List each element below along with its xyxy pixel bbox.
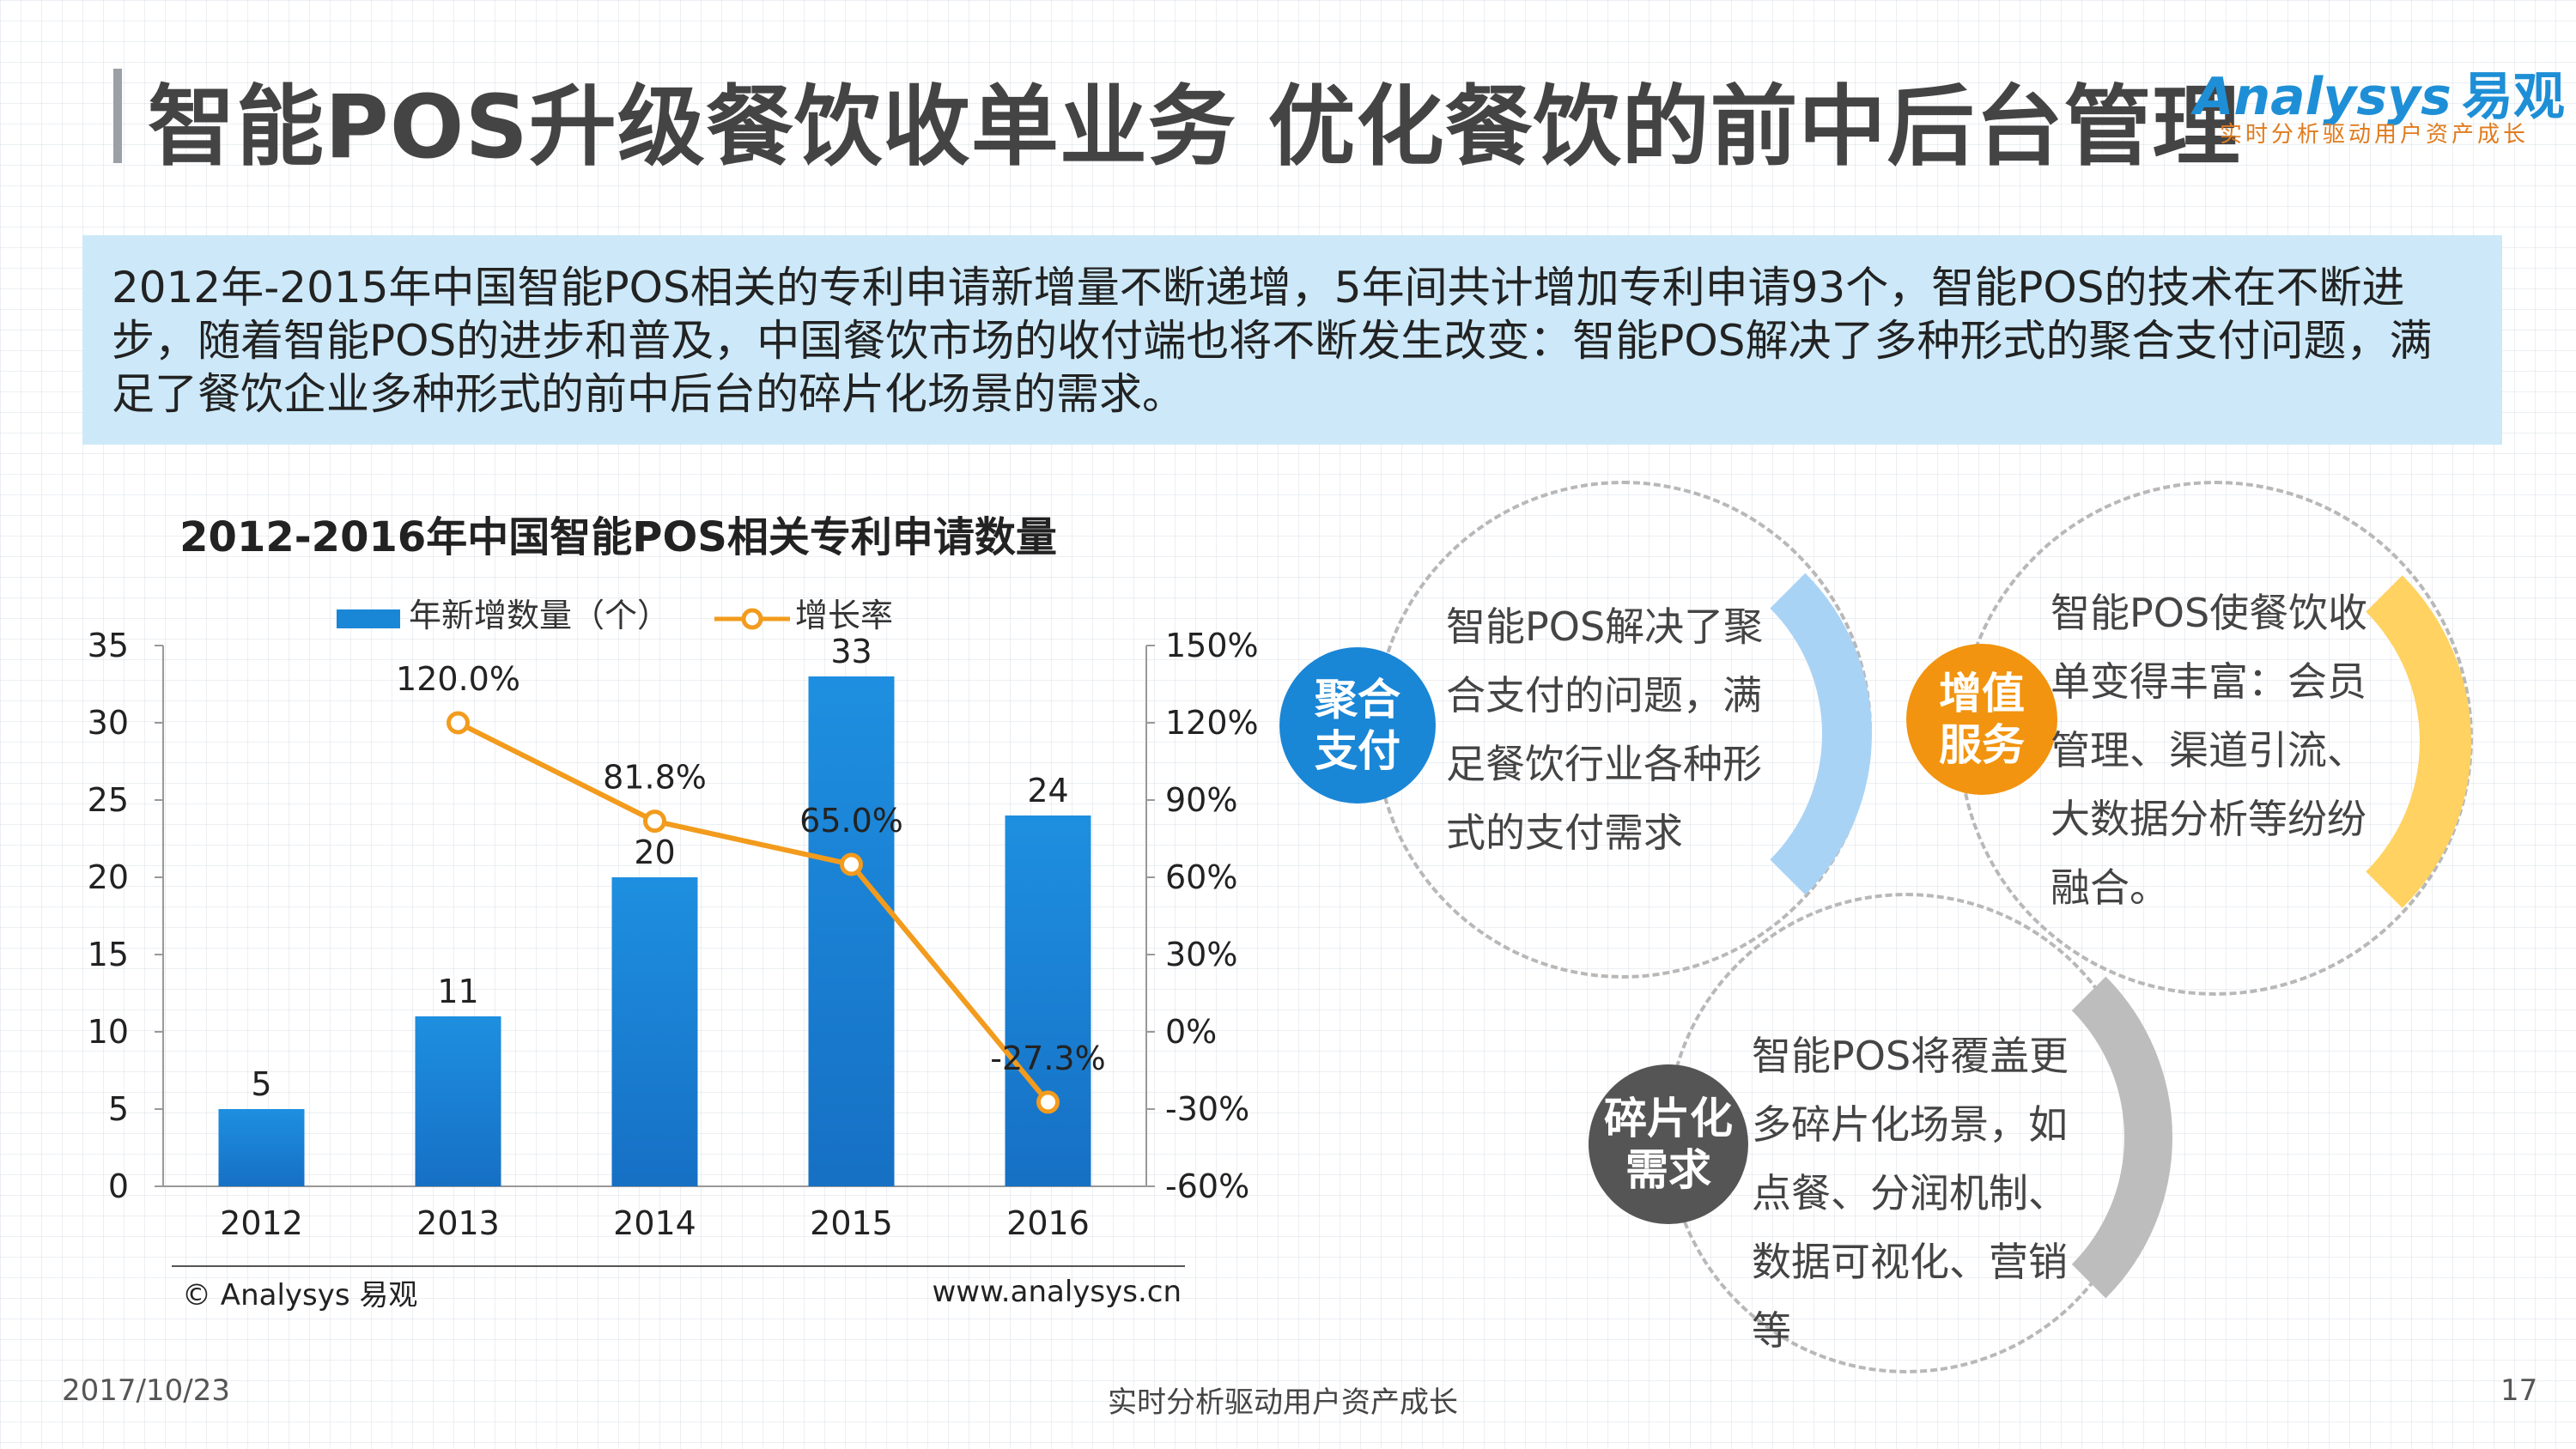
growth-value-label: 120.0% [396,660,520,698]
logo-brand-en: Analysys [2194,67,2451,127]
circle-text-fragmented: 智能POS将覆盖更多碎片化场景，如点餐、分润机制、数据可视化、营销等 [1752,1033,2069,1354]
bar-value-label: 24 [1027,772,1068,809]
logo-tagline: 实时分析驱动用户资产成长 [2220,122,2530,148]
y-right-tick-label: -30% [1165,1090,1249,1128]
bar [415,1016,501,1186]
logo-brand: Analysys 易观 [2194,55,2565,130]
y-right-tick-label: 90% [1165,781,1237,819]
chart-axes: 0 5 10 15 20 25 30 35 -60% -30% 0% 30% 60% 90% 120% 150… [88,627,1259,1242]
summary-text: 2012年-2015年中国智能POS相关的专利申请新增量不断递增，5年间共计增加… [112,263,2433,419]
bar-value-label: 5 [251,1065,271,1103]
y-right-tick-label: 120% [1165,704,1259,742]
y-left-tick-label: 25 [88,781,129,819]
y-right-tick-label: 60% [1165,858,1237,896]
circle-block-aggregated-payment: 聚合 支付 智能POS解决了聚合支付的问题，满足餐饮行业各种形式的支付需求 [1279,481,1898,996]
analysys-logo: Analysys 易观 实时分析驱动用户资产成长 [2177,55,2565,158]
footer-date: 2017/10/23 [62,1373,230,1408]
legend-label-bar: 年新增数量（个） [409,597,670,634]
patent-chart: 2012-2016年中国智能POS相关专利申请数量 年新增数量（个） 增长率 0… [88,513,1259,1313]
growth-value-label: -27.3% [990,1040,1105,1077]
growth-point [643,809,666,834]
footer-slogan: 实时分析驱动用户资产成长 [1108,1385,1458,1420]
growth-line [457,720,1050,1104]
x-tick-label: 2012 [220,1204,303,1242]
growth-point [447,711,470,735]
chart-site: www.analysys.cn [933,1275,1182,1309]
legend-swatch-marker [741,608,763,630]
x-tick-label: 2014 [613,1204,696,1242]
circle-block-fragmented: 碎片化 需求 智能POS将覆盖更多碎片化场景，如点餐、分润机制、数据可视化、营销… [1589,893,2207,1391]
y-left-tick-label: 35 [88,627,129,664]
page-number: 17 [2500,1373,2538,1408]
legend-swatch-bar [337,609,400,628]
bar-value-label: 33 [830,633,872,670]
y-right-tick-label: 150% [1165,627,1259,664]
y-left-tick-label: 0 [108,1167,129,1205]
y-left-tick-label: 5 [108,1090,129,1128]
data-labels: 5 11 20 33 24 120.0% 81.8% 65.0% -27.3% [251,633,1105,1103]
bar [218,1109,305,1186]
growth-value-label: 81.8% [603,759,707,797]
y-right-tick-label: -60% [1165,1167,1249,1205]
bar-series [218,676,1091,1186]
circle-block-value-added: 增值 服务 智能POS使餐饮收单变得丰富：会员管理、渠道引流、大数据分析等纷纷融… [1898,481,2533,996]
page-title: 智能POS升级餐饮收单业务 优化餐饮的前中后台管理 [148,76,2241,179]
growth-point [840,852,863,876]
legend-label-line: 增长率 [795,597,893,634]
chart-source: © Analysys 易观 [182,1278,417,1313]
x-tick-label: 2013 [416,1204,500,1242]
chart-legend: 年新增数量（个） 增长率 [337,597,893,634]
logo-brand-cn: 易观 [2461,67,2565,127]
bar-value-label: 20 [634,834,675,871]
y-right-tick-label: 0% [1165,1013,1217,1051]
y-right-tick-label: 30% [1165,936,1237,973]
circle-text-aggregated-payment: 智能POS解决了聚合支付的问题，满足餐饮行业各种形式的支付需求 [1446,603,1764,856]
y-left-tick-label: 15 [88,936,129,973]
bar [611,877,698,1186]
y-left-tick-label: 10 [88,1013,129,1051]
summary-box: 2012年-2015年中国智能POS相关的专利申请新增量不断递增，5年间共计增加… [82,235,2502,445]
badge-value-added: 增值 服务 [1906,644,2057,795]
y-left-tick-label: 30 [88,704,129,742]
x-tick-label: 2015 [810,1204,893,1242]
circle-text-value-added: 智能POS使餐饮收单变得丰富：会员管理、渠道引流、大数据分析等纷纷融合。 [2050,590,2368,911]
growth-line-series [447,711,1060,1114]
growth-value-label: 65.0% [799,802,903,840]
chart-title: 2012-2016年中国智能POS相关专利申请数量 [179,513,1057,561]
x-tick-label: 2016 [1006,1204,1090,1242]
bar [808,676,895,1186]
badge-fragmented: 碎片化 需求 [1589,1064,1748,1224]
bar-value-label: 11 [437,973,478,1010]
growth-point [1036,1090,1060,1114]
badge-aggregated-payment: 聚合 支付 [1279,647,1436,803]
bar [1005,815,1091,1186]
y-left-tick-label: 20 [88,858,129,896]
title-accent-bar [113,69,122,163]
